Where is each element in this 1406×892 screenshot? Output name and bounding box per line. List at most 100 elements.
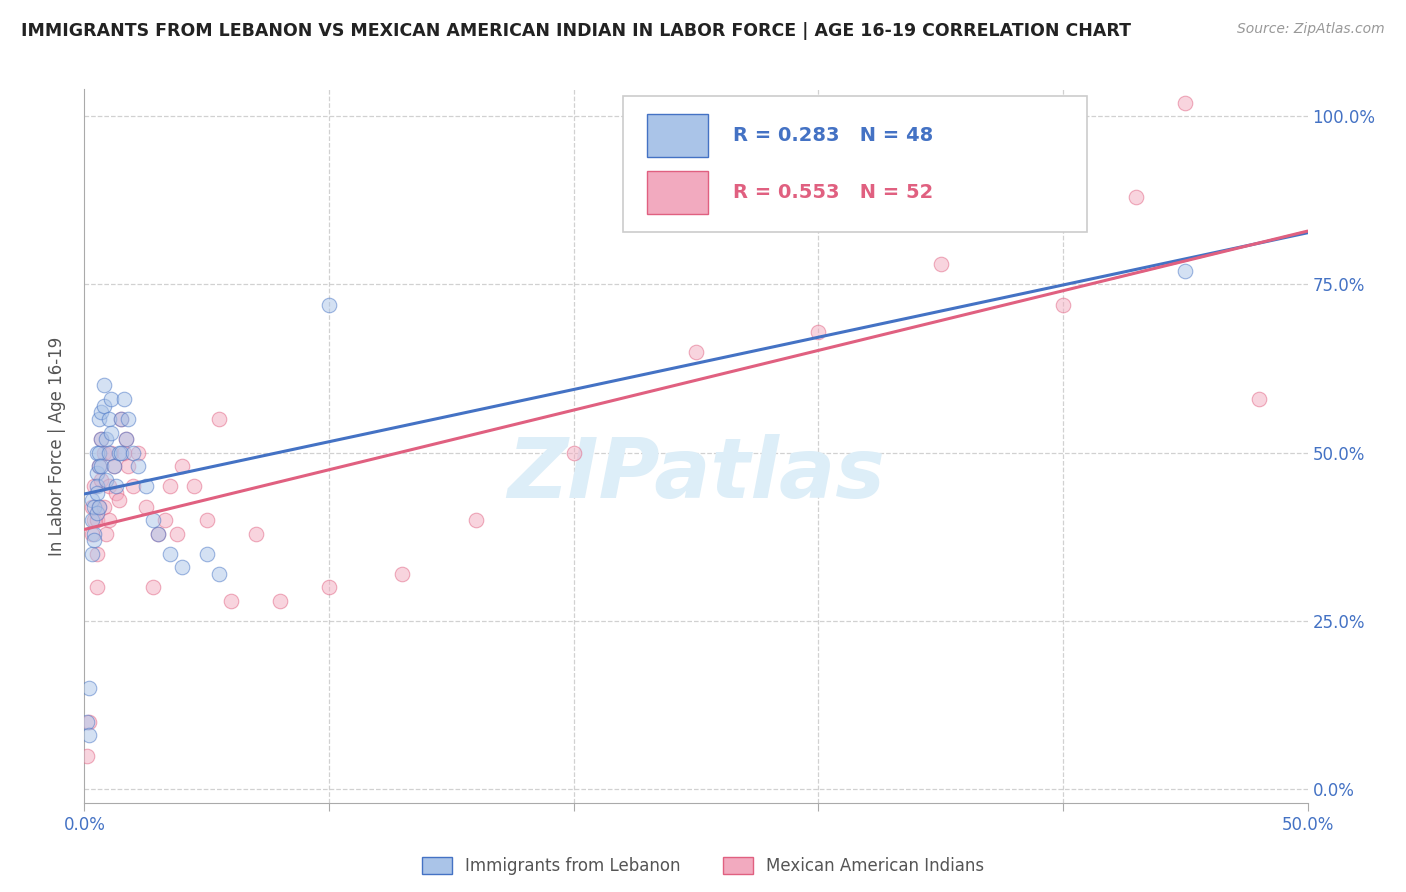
Point bbox=[112, 392, 135, 406]
Point bbox=[110, 412, 132, 426]
Point bbox=[391, 566, 413, 581]
Point bbox=[195, 513, 218, 527]
Point bbox=[159, 547, 181, 561]
Point bbox=[117, 459, 139, 474]
Point bbox=[142, 580, 165, 594]
Point bbox=[87, 446, 110, 460]
Point bbox=[97, 412, 120, 426]
Point bbox=[245, 526, 267, 541]
Point bbox=[112, 446, 135, 460]
Point bbox=[87, 500, 110, 514]
Point bbox=[135, 479, 157, 493]
Point bbox=[562, 446, 585, 460]
Point bbox=[86, 580, 108, 594]
Point bbox=[90, 405, 112, 419]
Point bbox=[97, 479, 120, 493]
Point bbox=[100, 446, 122, 460]
Point bbox=[80, 526, 103, 541]
Point bbox=[127, 446, 149, 460]
Point bbox=[100, 425, 122, 440]
Point bbox=[87, 459, 110, 474]
Point bbox=[83, 533, 105, 548]
Point bbox=[93, 446, 115, 460]
Text: Source: ZipAtlas.com: Source: ZipAtlas.com bbox=[1237, 22, 1385, 37]
Point bbox=[172, 560, 194, 574]
Point bbox=[83, 500, 105, 514]
Point bbox=[183, 479, 205, 493]
Point bbox=[86, 513, 108, 527]
Point bbox=[117, 412, 139, 426]
Point bbox=[93, 500, 115, 514]
Point bbox=[90, 432, 112, 446]
Text: ZIPatlas: ZIPatlas bbox=[508, 434, 884, 515]
Point bbox=[77, 714, 100, 729]
Point bbox=[80, 513, 103, 527]
Point bbox=[83, 526, 105, 541]
Point bbox=[1174, 264, 1197, 278]
Point bbox=[110, 412, 132, 426]
Point bbox=[80, 500, 103, 514]
Point bbox=[76, 748, 98, 763]
Point bbox=[96, 432, 118, 446]
Point bbox=[107, 446, 129, 460]
Point bbox=[172, 459, 194, 474]
Point bbox=[86, 506, 108, 520]
FancyBboxPatch shape bbox=[647, 171, 709, 214]
Point bbox=[90, 432, 112, 446]
Text: R = 0.283   N = 48: R = 0.283 N = 48 bbox=[733, 126, 934, 145]
Point bbox=[80, 492, 103, 507]
Point bbox=[86, 479, 108, 493]
Point bbox=[269, 594, 291, 608]
Legend: Immigrants from Lebanon, Mexican American Indians: Immigrants from Lebanon, Mexican America… bbox=[422, 856, 984, 875]
Point bbox=[96, 473, 118, 487]
Point bbox=[83, 479, 105, 493]
Point bbox=[87, 500, 110, 514]
Point bbox=[105, 486, 128, 500]
Point bbox=[110, 446, 132, 460]
Point bbox=[318, 298, 340, 312]
Point bbox=[146, 526, 169, 541]
FancyBboxPatch shape bbox=[623, 96, 1087, 232]
Point bbox=[122, 446, 145, 460]
Point bbox=[1174, 95, 1197, 110]
Point bbox=[93, 399, 115, 413]
Point bbox=[103, 459, 125, 474]
Point bbox=[80, 547, 103, 561]
Point bbox=[90, 473, 112, 487]
Point bbox=[115, 432, 138, 446]
Point bbox=[77, 729, 100, 743]
Point bbox=[135, 500, 157, 514]
Point bbox=[1052, 298, 1074, 312]
Point bbox=[146, 526, 169, 541]
Point bbox=[97, 446, 120, 460]
Text: IMMIGRANTS FROM LEBANON VS MEXICAN AMERICAN INDIAN IN LABOR FORCE | AGE 16-19 CO: IMMIGRANTS FROM LEBANON VS MEXICAN AMERI… bbox=[21, 22, 1130, 40]
Point bbox=[208, 566, 231, 581]
Point bbox=[122, 479, 145, 493]
Point bbox=[86, 466, 108, 480]
Point bbox=[77, 681, 100, 696]
Point bbox=[93, 378, 115, 392]
Point bbox=[76, 714, 98, 729]
Point bbox=[87, 459, 110, 474]
Point bbox=[105, 479, 128, 493]
Point bbox=[166, 526, 188, 541]
Point bbox=[90, 459, 112, 474]
Point bbox=[127, 459, 149, 474]
Point bbox=[86, 446, 108, 460]
Point bbox=[1247, 392, 1270, 406]
Point bbox=[142, 513, 165, 527]
Point bbox=[464, 513, 486, 527]
Point bbox=[159, 479, 181, 493]
FancyBboxPatch shape bbox=[647, 114, 709, 157]
Point bbox=[86, 486, 108, 500]
Point bbox=[219, 594, 242, 608]
Text: R = 0.553   N = 52: R = 0.553 N = 52 bbox=[733, 183, 934, 202]
Point bbox=[97, 513, 120, 527]
Point bbox=[208, 412, 231, 426]
Point bbox=[87, 412, 110, 426]
Point bbox=[807, 325, 830, 339]
Point bbox=[83, 513, 105, 527]
Point bbox=[100, 392, 122, 406]
Point bbox=[195, 547, 218, 561]
Point bbox=[103, 459, 125, 474]
